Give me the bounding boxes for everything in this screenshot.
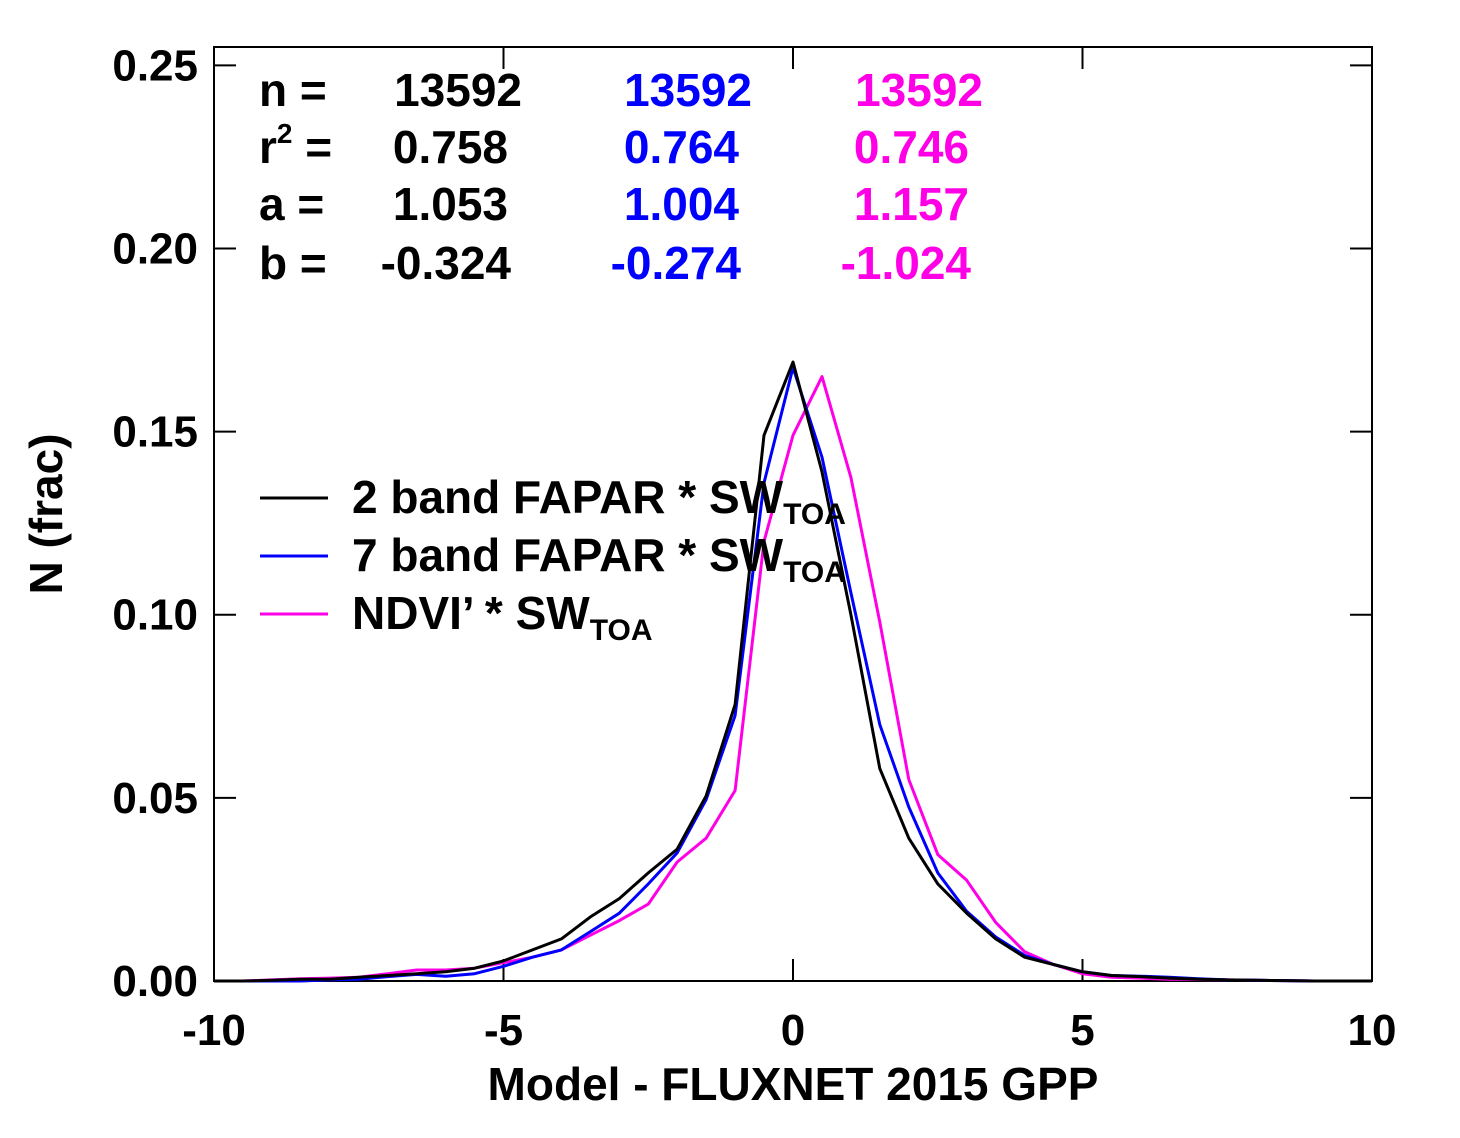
stat-label-r2-base: r [259, 121, 277, 173]
stat-b-magenta: -1.024 [841, 237, 972, 289]
stat-label-r2: r2 = [259, 118, 332, 173]
y-tick-labels: 0.00 0.05 0.10 0.15 0.20 0.25 [112, 41, 198, 1006]
x-axis-title: Model - FLUXNET 2015 GPP [488, 1058, 1099, 1110]
stat-label-n: n = [259, 64, 327, 116]
stat-n-blue: 13592 [624, 64, 752, 116]
y-tick-label: 0.10 [112, 591, 198, 640]
stat-label-a: a = [259, 178, 324, 230]
legend: 2 band FAPAR * SWTOA 7 band FAPAR * SWTO… [260, 471, 846, 647]
legend-label-2band: 2 band FAPAR * SWTOA [352, 471, 846, 531]
stat-label-r2-sup: 2 [277, 118, 293, 149]
stats-block: n = r2 = a = b = 13592 0.758 1.053 -0.32… [259, 64, 983, 289]
y-tick-label: 0.05 [112, 774, 198, 823]
stat-n-black: 13592 [394, 64, 522, 116]
stat-a-black: 1.053 [393, 178, 508, 230]
x-tick-label: 10 [1348, 1006, 1397, 1055]
stat-r2-magenta: 0.746 [854, 121, 969, 173]
x-tick-labels: -10 -5 0 5 10 [182, 1006, 1396, 1055]
stat-r2-black: 0.758 [393, 121, 508, 173]
x-tick-label: -10 [182, 1006, 246, 1055]
legend-label-ndvi: NDVI’ * SWTOA [352, 587, 653, 647]
series-line-2 [214, 375, 1372, 983]
stat-a-magenta: 1.157 [854, 178, 969, 230]
stat-n-magenta: 13592 [855, 64, 983, 116]
x-tick-label: 5 [1070, 1006, 1094, 1055]
stat-r2-blue: 0.764 [624, 121, 740, 173]
stat-b-blue: -0.274 [611, 237, 742, 289]
series-line-1 [214, 366, 1372, 983]
y-axis-title: N (frac) [20, 433, 72, 594]
series-line-0 [214, 360, 1372, 983]
stat-b-black: -0.324 [381, 237, 512, 289]
y-tick-label: 0.20 [112, 224, 198, 273]
stat-label-b: b = [259, 237, 327, 289]
series-lines [214, 360, 1372, 983]
x-tick-label: 0 [781, 1006, 805, 1055]
y-tick-label: 0.00 [112, 957, 198, 1006]
stat-label-r2-tail: = [292, 121, 332, 173]
y-tick-label: 0.25 [112, 41, 198, 90]
y-tick-label: 0.15 [112, 408, 198, 457]
x-tick-label: -5 [484, 1006, 523, 1055]
stat-a-blue: 1.004 [624, 178, 740, 230]
legend-label-7band: 7 band FAPAR * SWTOA [352, 529, 846, 589]
